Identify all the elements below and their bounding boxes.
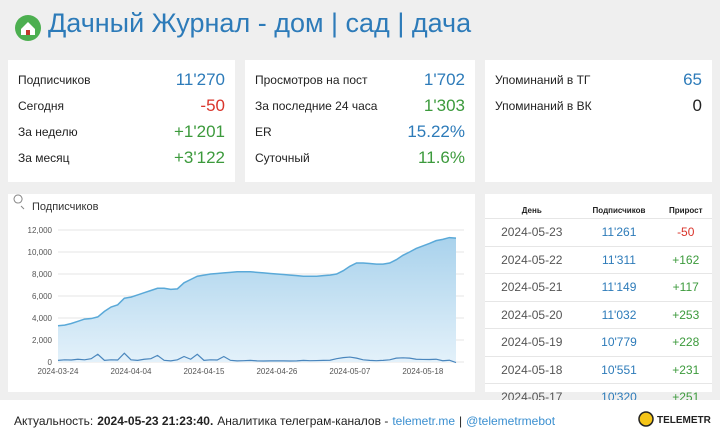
stat-row: Упоминаний в ТГ 65 xyxy=(495,67,702,93)
y-tick-label: 8,000 xyxy=(32,270,53,279)
column-header: Подписчиков xyxy=(592,205,646,215)
stat-label: Упоминаний в ВК xyxy=(495,99,592,113)
stat-value: 1'702 xyxy=(423,70,465,89)
y-tick-label: 4,000 xyxy=(32,314,53,323)
chart-title: Подписчиков xyxy=(32,201,99,213)
column-header: Прирост xyxy=(668,205,703,215)
y-tick-label: 12,000 xyxy=(28,226,53,235)
table-row: 2024-05-19 10'779 +228 xyxy=(485,328,712,356)
table-cell: +162 xyxy=(659,245,712,274)
table-cell: 2024-05-21 xyxy=(485,273,579,301)
footer-label: Актуальность: xyxy=(14,414,94,428)
area xyxy=(58,237,456,362)
table-row: 2024-05-20 11'032 +253 xyxy=(485,300,712,329)
table-row: 2024-05-22 11'311 +162 xyxy=(485,245,712,274)
stat-label: Сегодня xyxy=(18,99,64,113)
separator: | xyxy=(459,414,463,428)
table-card: День Подписчиков Прирост 2024-05-23 11'261 -5… xyxy=(485,194,712,411)
stat-label: Суточный xyxy=(255,151,310,165)
stat-label: За последние 24 часа xyxy=(255,99,378,113)
stat-row: ER 15.22% xyxy=(255,119,465,145)
stat-row: Просмотров на пост 1'702 xyxy=(255,67,465,93)
stat-row: Подписчиков 11'270 xyxy=(18,67,225,93)
stat-value: 65 xyxy=(683,70,702,89)
table-row: 2024-05-21 11'149 +117 xyxy=(485,273,712,301)
table-cell: 10'779 xyxy=(578,328,660,356)
stat-label: За неделю xyxy=(18,125,78,139)
stat-row: За последние 24 часа 1'303 xyxy=(255,93,465,119)
stat-value: 11'270 xyxy=(175,70,225,89)
card: Подписчиков 11'270 Сегодня -50 За неделю +1'2… xyxy=(8,60,235,182)
table: День Подписчиков Прирост 2024-05-23 11'261 -5… xyxy=(485,202,712,411)
table-cell: +231 xyxy=(659,355,712,384)
x-tick-label: 2024-04-15 xyxy=(183,367,224,376)
timestamp: 2024-05-23 21:23:40. xyxy=(97,414,214,428)
table-cell: 11'261 xyxy=(578,218,660,246)
stat-value: +3'122 xyxy=(174,148,225,167)
stat-label: Упоминаний в ТГ xyxy=(495,73,591,87)
stat-label: ER xyxy=(255,125,272,139)
table-cell: 2024-05-23 xyxy=(485,218,579,246)
stat-row: Сегодня -50 xyxy=(18,93,225,119)
stat-value: 1'303 xyxy=(423,96,465,115)
chart: Подписчиков 0 2,000 4,000 6,000 8,000 10,000 1… xyxy=(8,194,475,392)
table-cell: 10'551 xyxy=(578,355,660,384)
y-tick-label: 0 xyxy=(48,358,53,367)
table-cell: 2024-05-18 xyxy=(485,355,579,384)
logo-icon xyxy=(15,15,41,41)
x-tick-label: 2024-05-07 xyxy=(329,367,370,376)
y-tick-label: 6,000 xyxy=(32,292,53,301)
table-cell: +117 xyxy=(659,273,712,301)
table-cell: 2024-05-20 xyxy=(485,300,579,329)
growth-line xyxy=(57,352,457,364)
line xyxy=(57,236,457,327)
link[interactable]: telemetr.me xyxy=(392,414,456,428)
footer-logo-icon xyxy=(638,411,654,427)
stat-row: За месяц +3'122 xyxy=(18,145,225,171)
stat-value: 0 xyxy=(692,96,702,115)
table-cell: 2024-05-19 xyxy=(485,328,579,356)
card: Упоминаний в ТГ 65 Упоминаний в ВК 0 xyxy=(485,60,712,182)
x-tick-label: 2024-04-26 xyxy=(256,367,297,376)
card: Просмотров на пост 1'702 За последние 24 ч… xyxy=(245,60,475,182)
table-cell: 2024-05-22 xyxy=(485,245,579,274)
stat-value: 15.22% xyxy=(407,122,465,141)
stat-label: За месяц xyxy=(18,151,70,165)
stat-value: 11.6% xyxy=(418,148,465,167)
stat-row: Суточный 11.6% xyxy=(255,145,465,171)
stat-value: +1'201 xyxy=(174,122,225,141)
chart-icon xyxy=(13,194,25,210)
stat-label: Подписчиков xyxy=(18,73,91,87)
footer-logo: TELEMETR xyxy=(657,415,711,426)
footer: Актуальность: 2024-05-23 21:23:40. Аналити… xyxy=(0,400,720,444)
table-row: 2024-05-18 10'551 +231 xyxy=(485,355,712,384)
table-cell: +228 xyxy=(659,328,712,356)
x-tick-label: 2024-05-18 xyxy=(402,367,443,376)
table-row: 2024-05-23 11'261 -50 xyxy=(485,218,712,246)
table-cell: 11'149 xyxy=(578,273,660,301)
y-tick-label: 2,000 xyxy=(32,336,53,345)
table-cell: 11'311 xyxy=(578,245,660,274)
stat-row: Упоминаний в ВК 0 xyxy=(495,93,702,119)
link[interactable]: @telemetrmebot xyxy=(466,414,556,428)
x-tick-label: 2024-03-24 xyxy=(38,367,79,376)
stat-value: -50 xyxy=(200,96,225,115)
stat-label: Просмотров на пост xyxy=(255,73,368,87)
y-tick-label: 10,000 xyxy=(28,248,53,257)
page-title: Дачный Журнал - дом | сад | дача xyxy=(48,8,472,38)
table-cell: +253 xyxy=(659,300,712,329)
x-tick-label: 2024-04-04 xyxy=(111,367,152,376)
column-header: День xyxy=(521,205,542,215)
table-cell: -50 xyxy=(659,218,712,246)
table-cell: 11'032 xyxy=(578,300,660,329)
stat-row: За неделю +1'201 xyxy=(18,119,225,145)
footer-text: Аналитика телеграм-каналов - xyxy=(217,414,389,428)
